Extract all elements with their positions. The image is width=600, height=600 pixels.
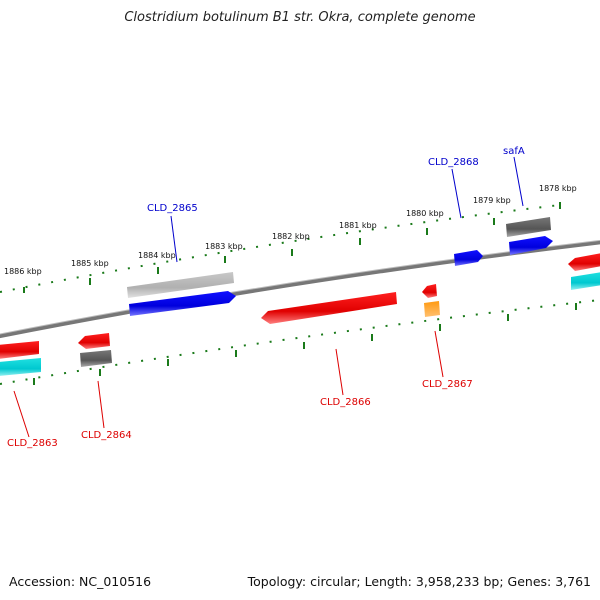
tick-label: 1884 kbp bbox=[138, 251, 176, 260]
tick-label: 1879 kbp bbox=[473, 196, 511, 205]
leader-cld-2865 bbox=[170, 215, 178, 263]
major-ticks-outer bbox=[23, 202, 561, 293]
tick-label: 1883 kbp bbox=[205, 242, 243, 251]
leader-cld-2867 bbox=[434, 330, 444, 378]
leader-cld-2864 bbox=[97, 380, 105, 429]
cds-arrow-cld-2864[interactable] bbox=[78, 333, 110, 349]
major-ticks-inner bbox=[33, 303, 577, 385]
rna-bar-cld-2863[interactable] bbox=[0, 358, 41, 376]
gene-label-safa[interactable]: safA bbox=[503, 146, 525, 157]
cds-arrow-cld-2865[interactable] bbox=[129, 291, 236, 316]
leader-cld-2863 bbox=[13, 390, 30, 438]
cds-arrow-safa[interactable] bbox=[509, 236, 553, 255]
tick-label: 1880 kbp bbox=[406, 209, 444, 218]
map-title: Clostridium botulinum B1 str. Okra, comp… bbox=[124, 10, 476, 25]
cds-arrow-right-edge[interactable] bbox=[568, 253, 600, 271]
rna-bar-right-edge[interactable] bbox=[571, 272, 600, 290]
gene-bar-cld-2864[interactable] bbox=[80, 350, 112, 367]
leader-cld-2868 bbox=[451, 168, 462, 219]
gene-bar-safa[interactable] bbox=[506, 217, 551, 237]
genome-stats-text: Topology: circular; Length: 3,958,233 bp… bbox=[247, 574, 591, 589]
leader-cld-2866 bbox=[335, 348, 344, 396]
cds-arrow-cld-2868[interactable] bbox=[454, 250, 483, 266]
gene-label-cld-2863[interactable]: CLD_2863 bbox=[7, 438, 58, 449]
tick-label: 1886 kbp bbox=[4, 267, 42, 276]
gene-label-cld-2867[interactable]: CLD_2867 bbox=[422, 379, 473, 390]
tick-label: 1881 kbp bbox=[339, 221, 377, 230]
tick-label: 1878 kbp bbox=[539, 184, 577, 193]
gene-label-cld-2866[interactable]: CLD_2866 bbox=[320, 397, 371, 408]
gene-label-cld-2868[interactable]: CLD_2868 bbox=[428, 157, 479, 168]
gene-label-cld-2864[interactable]: CLD_2864 bbox=[81, 430, 132, 441]
cds-arrow-cld-2863[interactable] bbox=[0, 341, 39, 359]
misc-bar-cld-2867[interactable] bbox=[424, 301, 440, 317]
leader-safa bbox=[513, 156, 524, 207]
tick-ring-outer bbox=[0, 204, 561, 293]
tick-label: 1882 kbp bbox=[272, 232, 310, 241]
cds-arrow-cld-2867[interactable] bbox=[422, 284, 437, 298]
gene-label-cld-2865[interactable]: CLD_2865 bbox=[147, 203, 198, 214]
accession-text: Accession: NC_010516 bbox=[9, 574, 152, 589]
tick-label: 1885 kbp bbox=[71, 259, 109, 268]
gene-bar-light[interactable] bbox=[127, 272, 234, 298]
cds-arrow-cld-2866[interactable] bbox=[261, 292, 397, 324]
